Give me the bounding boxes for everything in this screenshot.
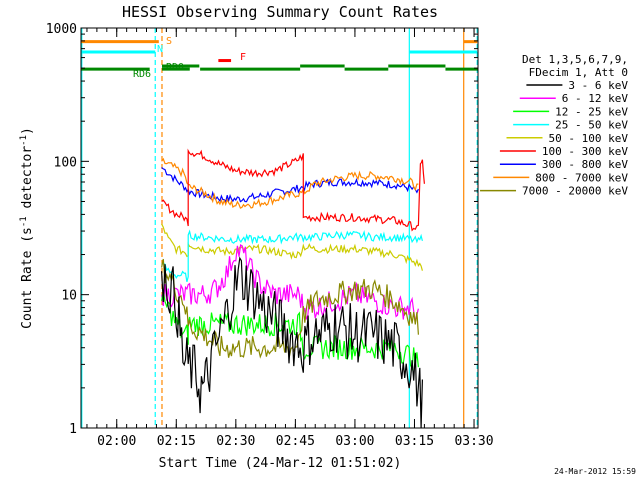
x-tick-label: 02:00 (97, 434, 136, 449)
status-label-rd0: RD0 (166, 62, 184, 73)
y-tick-label: 1 (69, 422, 77, 437)
status-label-n: N (157, 44, 163, 55)
legend-entry-800-7000-kev: 800 - 7000 keV (535, 171, 628, 184)
series-line-50-100-kev (161, 223, 423, 271)
legend-entry-50-100-kev: 50 - 100 keV (549, 132, 629, 145)
x-axis-label: Start Time (24-Mar-12 01:51:02) (159, 456, 402, 471)
chart-title: HESSI Observing Summary Count Rates (122, 3, 438, 21)
plot-frame (80, 27, 479, 429)
y-axis-label: Count Rate (s-1 detector-1) (19, 127, 35, 329)
y-tick-label: 1000 (46, 22, 77, 37)
legend-header: Det 1,3,5,6,7,9, (522, 53, 628, 66)
legend-entry-25-50-kev: 25 - 50 keV (555, 119, 628, 132)
series-line-800-7000-kev (161, 157, 419, 209)
plot-area (81, 28, 478, 429)
legend-header: FDecim 1, Att 0 (529, 66, 628, 79)
legend-entry-100-300-kev: 100 - 300 keV (542, 145, 628, 158)
legend-entry-3-6-kev: 3 - 6 keV (568, 79, 628, 92)
status-label-f: F (240, 52, 246, 63)
series-line-12-25-kev (161, 291, 419, 372)
series-line-3-6-kev (161, 256, 423, 429)
axes: 1 10 100 1000 02:00 02:15 02:30 02:45 03:00 03:15… (46, 22, 494, 449)
legend-entry-300-800-kev: 300 - 800 keV (542, 158, 628, 171)
series-line-6-12-kev (161, 243, 419, 322)
footer-date: 24-Mar-2012 15:59 (554, 467, 636, 476)
x-tick-label: 03:00 (335, 434, 374, 449)
status-label-s: S (166, 36, 172, 47)
status-label-rd6: RD6 (133, 69, 151, 80)
status-bars: SN F RD0 RD6 (81, 36, 478, 80)
x-tick-label: 02:15 (157, 434, 196, 449)
y-tick-label: 10 (61, 289, 77, 304)
legend-entry-12-25-kev: 12 - 25 keV (555, 105, 628, 118)
legend: Det 1,3,5,6,7,9,FDecim 1, Att 03 - 6 keV… (480, 53, 628, 198)
series-line-300-800-kev (161, 166, 419, 204)
y-tick-label: 100 (54, 155, 77, 170)
series-line-100-300-kev (161, 148, 425, 232)
legend-entry-7000-20000-kev: 7000 - 20000 keV (522, 185, 628, 198)
x-tick-label: 03:30 (454, 434, 493, 449)
series-line-25-50-kev (161, 229, 423, 282)
x-tick-label: 02:45 (276, 434, 315, 449)
x-tick-label: 02:30 (216, 434, 255, 449)
legend-entry-6-12-kev: 6 - 12 keV (562, 92, 629, 105)
x-tick-label: 03:15 (395, 434, 434, 449)
